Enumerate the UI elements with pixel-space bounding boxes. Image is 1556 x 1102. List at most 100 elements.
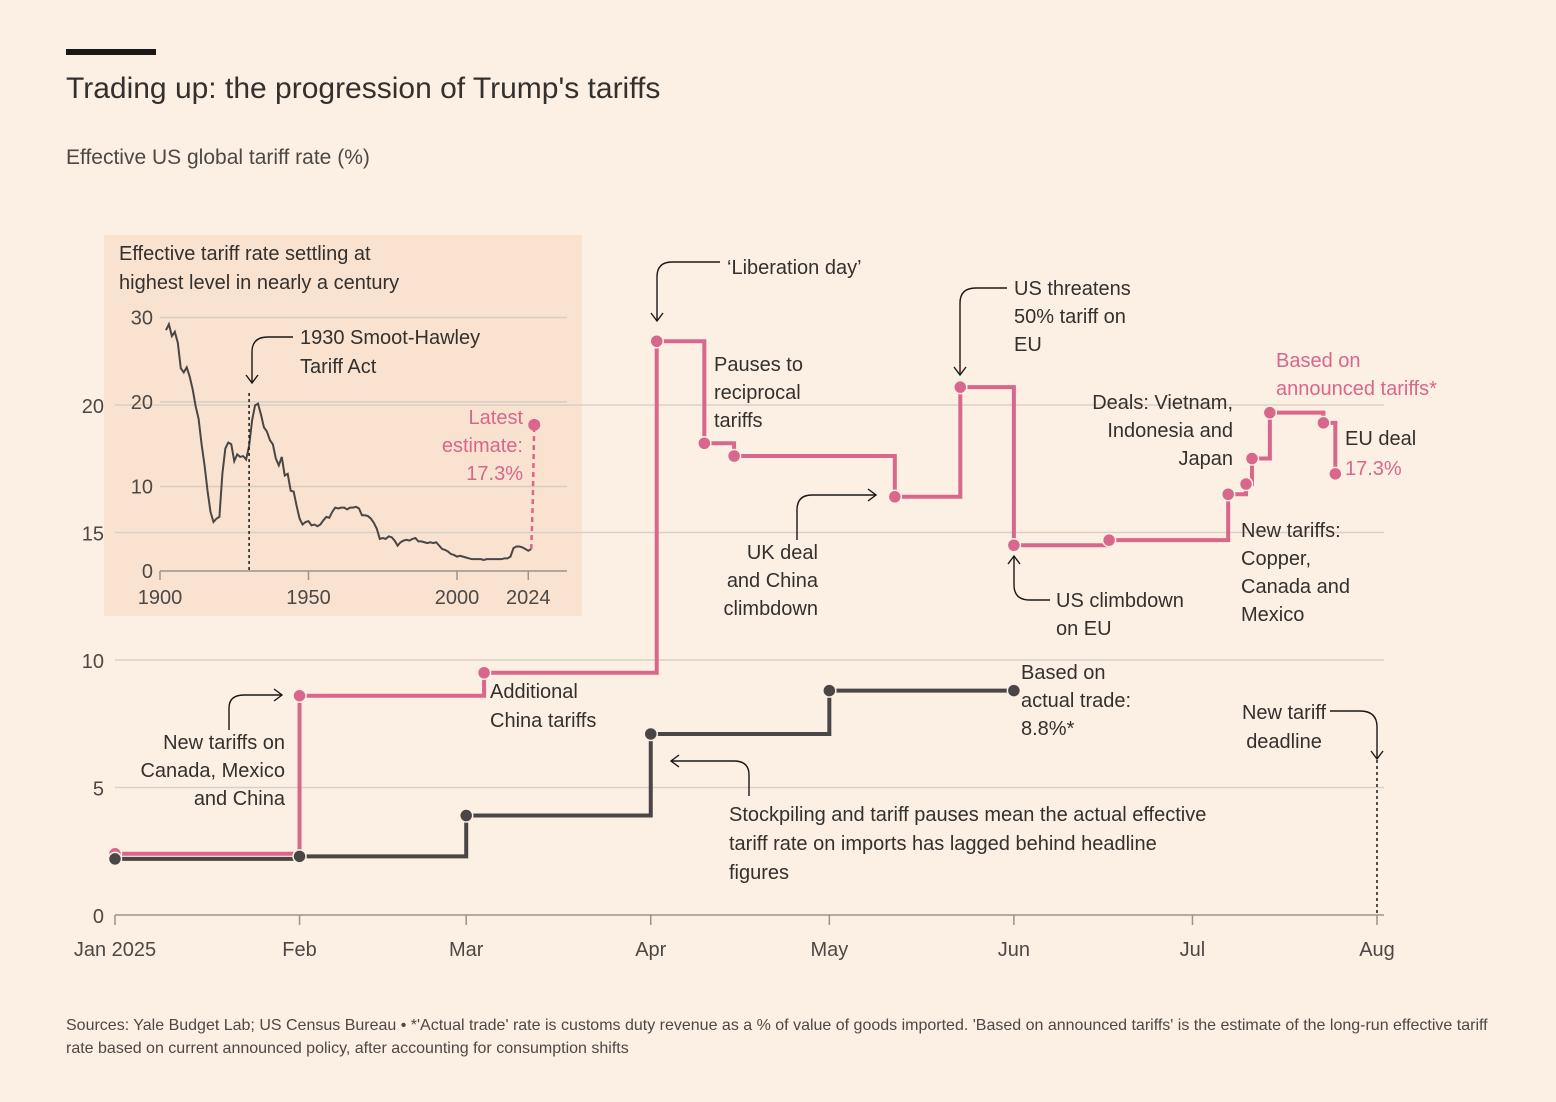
- smoot-hawley-label: Tariff Act: [300, 356, 377, 378]
- uk-deal-label: UK deal: [747, 542, 818, 564]
- x-tick-label: May: [810, 939, 848, 961]
- data-point: [458, 808, 474, 823]
- uk-deal-label: and China: [727, 570, 819, 592]
- based-actual-label: Based on: [1021, 662, 1106, 684]
- stockpiling-label: figures: [729, 862, 789, 884]
- annotation-arrowhead: [669, 754, 680, 768]
- x-tick-label: Aug: [1359, 939, 1395, 961]
- new-deadline-label: New tariff: [1242, 702, 1327, 724]
- inset-x-tick-label: 1950: [286, 587, 331, 609]
- inset-y-tick-label: 30: [131, 308, 153, 330]
- inset-x-tick-label: 1900: [138, 587, 183, 609]
- x-tick-label: Jan 2025: [74, 939, 156, 961]
- deals-label: Japan: [1179, 448, 1234, 470]
- based-announced-label: announced tariffs*: [1276, 378, 1437, 400]
- data-point: [1238, 476, 1254, 492]
- additional-china-label: China tariffs: [490, 710, 596, 732]
- annotation-arrow: [796, 494, 875, 540]
- inset-y-tick-label: 20: [131, 392, 153, 414]
- annotation-arrowhead: [867, 488, 878, 502]
- us-threatens-label: 50% tariff on: [1014, 306, 1126, 328]
- stockpiling-label: tariff rate on imports has lagged behind…: [729, 833, 1157, 855]
- annotation-arrow: [959, 287, 1007, 374]
- us-threatens-label: US threatens: [1014, 278, 1131, 300]
- inset-panel: [104, 235, 582, 616]
- data-point: [1262, 405, 1278, 420]
- deals-label: Indonesia and: [1107, 420, 1233, 442]
- y-tick-label: 5: [93, 779, 104, 801]
- annotation-arrowhead: [273, 688, 284, 702]
- annotation-arrow: [656, 261, 720, 320]
- annotation-arrow: [1013, 557, 1050, 601]
- new-deadline-label: deadline: [1246, 731, 1322, 753]
- data-point: [107, 851, 123, 867]
- eu-deal-value: 17.3%: [1345, 458, 1402, 480]
- new-tariffs-copper-label: Canada and: [1241, 576, 1350, 598]
- x-tick-label: Mar: [449, 939, 484, 961]
- annotation-arrow: [1330, 710, 1378, 758]
- inset-latest-point: [528, 418, 541, 431]
- based-actual-label: actual trade:: [1021, 690, 1131, 712]
- annotation-arrowhead: [953, 366, 967, 377]
- inset-title: Effective tariff rate settling at: [119, 243, 371, 265]
- us-threatens-label: EU: [1014, 334, 1042, 356]
- inset-y-tick-label: 0: [142, 561, 153, 583]
- stockpiling-label: Stockpiling and tariff pauses mean the a…: [729, 804, 1206, 826]
- new-tariffs-cmc-label: Canada, Mexico: [140, 760, 285, 782]
- us-climbdown-label: on EU: [1056, 618, 1112, 640]
- new-tariffs-copper-label: Copper,: [1241, 548, 1311, 570]
- data-point: [953, 379, 968, 395]
- data-point: [649, 334, 664, 349]
- annotation-arrowhead: [1370, 750, 1384, 761]
- y-tick-label: 10: [82, 651, 104, 673]
- annotation-arrowhead: [1007, 554, 1021, 565]
- data-point: [1220, 487, 1236, 502]
- inset-x-tick-label: 2000: [435, 587, 480, 609]
- inset-x-tick-label: 2024: [506, 587, 551, 609]
- chart-subtitle: Effective US global tariff rate (%): [66, 146, 370, 169]
- eu-deal-label: EU deal: [1345, 428, 1416, 450]
- inset-latest-line: [530, 424, 536, 550]
- liberation-day-label: ‘Liberation day’: [727, 257, 862, 279]
- annotation-arrowhead: [245, 374, 259, 385]
- inset-title: highest level in nearly a century: [119, 272, 399, 294]
- y-tick-label: 0: [93, 906, 104, 928]
- deals-label: Deals: Vietnam,: [1092, 392, 1233, 414]
- us-climbdown-label: US climbdown: [1056, 590, 1184, 612]
- x-tick-label: Jun: [998, 939, 1030, 961]
- data-point: [887, 489, 903, 505]
- new-tariffs-cmc-label: and China: [194, 788, 286, 810]
- data-point: [1006, 683, 1022, 698]
- latest-estimate-label: estimate:: [442, 435, 523, 457]
- latest-estimate-label: Latest: [469, 407, 524, 429]
- smoot-hawley-label: 1930 Smoot-Hawley: [300, 327, 480, 349]
- data-point: [292, 688, 307, 703]
- data-point: [1328, 466, 1343, 482]
- new-tariffs-copper-label: New tariffs:: [1241, 520, 1341, 542]
- based-announced-label: Based on: [1276, 350, 1361, 372]
- data-point: [476, 665, 492, 680]
- chart-title: Trading up: the progression of Trump's t…: [66, 72, 661, 105]
- latest-estimate-label: 17.3%: [466, 463, 523, 485]
- additional-china-label: Additional: [490, 681, 578, 703]
- data-point: [292, 849, 307, 864]
- data-point: [1316, 415, 1331, 431]
- data-point: [726, 448, 742, 464]
- data-point: [822, 683, 837, 698]
- inset-historical-line: [165, 321, 532, 562]
- x-tick-label: Feb: [282, 939, 316, 961]
- uk-deal-label: climbdown: [724, 598, 818, 620]
- pauses-label: Pauses to: [714, 354, 803, 376]
- data-point: [1006, 538, 1022, 553]
- pauses-label: reciprocal: [714, 382, 801, 404]
- data-point: [643, 726, 659, 742]
- inset-y-tick-label: 10: [131, 477, 153, 499]
- pauses-label: tariffs: [714, 410, 763, 432]
- annotation-arrow: [251, 336, 293, 382]
- based-actual-label: 8.8%*: [1021, 718, 1075, 740]
- series-line: [115, 339, 1338, 856]
- y-tick-label: 20: [82, 396, 104, 418]
- annotation-arrow: [228, 694, 281, 730]
- x-tick-label: Apr: [635, 939, 666, 961]
